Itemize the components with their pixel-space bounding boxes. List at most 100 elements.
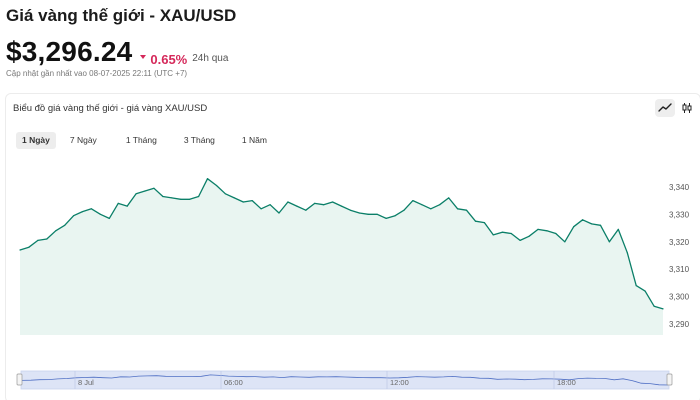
data-point [332, 201, 334, 203]
line-chart-icon [658, 103, 672, 112]
data-point [81, 211, 84, 213]
data-point [233, 197, 235, 199]
data-point [180, 198, 182, 200]
navigator-time-label: 12:00 [390, 378, 409, 387]
data-point [215, 184, 218, 187]
change-period: 24h qua [192, 53, 229, 64]
data-point [349, 209, 351, 211]
data-point [305, 209, 307, 211]
data-point [323, 204, 325, 206]
data-point [46, 238, 48, 240]
current-price: $3,296.24 [6, 36, 133, 67]
line-chart-button[interactable] [655, 99, 675, 117]
data-point [519, 239, 521, 241]
chart-title: Biểu đồ giá vàng thế giới - giá vàng XAU… [13, 103, 208, 114]
data-point [19, 249, 21, 251]
data-point [555, 232, 557, 235]
down-caret-icon [140, 55, 147, 59]
navigator-time-label: 06:00 [224, 378, 243, 387]
price-change-percent: 0.65% [150, 51, 188, 67]
y-tick-label: 3,310 [669, 265, 690, 274]
tab-7-days[interactable]: 7 Ngày [69, 135, 97, 145]
data-point [162, 195, 164, 198]
price-area [20, 178, 663, 335]
data-point [224, 193, 226, 195]
data-point [90, 208, 92, 210]
candlestick-icon [682, 103, 692, 113]
data-point [457, 208, 459, 210]
navigator-time-label: 18:00 [557, 378, 576, 387]
data-point [617, 228, 619, 230]
data-point [546, 230, 548, 232]
data-point [73, 215, 75, 217]
tab-1-day[interactable]: 1 Ngày [16, 132, 56, 149]
data-point [492, 234, 494, 236]
data-point [287, 201, 289, 203]
data-point [189, 198, 191, 200]
data-point [117, 202, 119, 204]
price-summary: $3,296.24 0.65% 24h qua [6, 36, 228, 68]
navigator[interactable]: 8 Jul 06:00 12:00 18:00 [16, 370, 673, 390]
data-point [171, 197, 173, 199]
y-tick-label: 3,290 [669, 320, 690, 329]
data-point [358, 212, 360, 214]
data-point [537, 228, 539, 230]
data-point [99, 213, 101, 215]
data-point [465, 209, 468, 211]
data-point [367, 213, 369, 215]
y-tick-label: 3,300 [669, 293, 690, 302]
data-point [635, 285, 637, 287]
data-point [144, 190, 146, 192]
y-tick-label: 3,340 [669, 183, 690, 192]
data-point [421, 204, 423, 206]
data-point [644, 290, 646, 292]
data-point [278, 212, 280, 214]
data-point [573, 226, 575, 228]
data-point [403, 209, 405, 211]
time-range-tabs: 1 Ngày 7 Ngày 1 Tháng 3 Tháng 1 Năm [16, 132, 267, 149]
y-axis: 3,340 3,330 3,320 3,310 3,300 3,290 [669, 183, 690, 329]
tab-3-months[interactable]: 3 Tháng [183, 135, 215, 145]
data-point [599, 224, 602, 226]
data-point [653, 305, 655, 307]
data-point [206, 178, 209, 180]
navigator-right-handle[interactable] [666, 373, 673, 386]
price-points [19, 178, 664, 310]
navigator-left-handle[interactable] [16, 373, 23, 386]
data-point [108, 217, 110, 219]
chart-card: Biểu đồ giá vàng thế giới - giá vàng XAU… [5, 93, 700, 400]
data-point [296, 205, 298, 207]
tab-1-month[interactable]: 1 Tháng [125, 135, 157, 145]
navigator-line [21, 374, 669, 386]
y-tick-label: 3,330 [669, 210, 690, 219]
price-change: 0.65% [140, 52, 187, 67]
data-point [394, 215, 396, 217]
candlestick-button[interactable] [677, 99, 697, 117]
tab-1-year[interactable]: 1 Năm [241, 135, 267, 145]
data-point [242, 201, 244, 203]
data-point [528, 235, 530, 237]
navigator-time-label: 8 Jul [78, 378, 94, 387]
data-point [608, 241, 611, 243]
price-chart[interactable]: 3,340 3,330 3,320 3,310 3,300 3,290 8 Jul 06:0… [6, 94, 700, 400]
data-point [412, 200, 414, 202]
data-point [501, 231, 503, 233]
data-point [474, 220, 477, 222]
data-point [439, 204, 441, 206]
data-point [153, 187, 155, 189]
data-point [564, 241, 566, 243]
data-point [37, 239, 39, 241]
data-point [126, 205, 128, 207]
data-point [448, 197, 450, 199]
data-point [340, 205, 343, 207]
data-point [626, 252, 628, 254]
data-point [376, 213, 378, 215]
data-point [251, 200, 253, 202]
data-point [385, 217, 387, 219]
data-point [135, 193, 137, 195]
data-point [430, 208, 432, 210]
data-point [582, 219, 584, 221]
last-updated: Cập nhật gần nhất vao 08-07-2025 22:11 (… [6, 69, 188, 78]
data-point [591, 223, 593, 225]
data-point [198, 195, 200, 198]
